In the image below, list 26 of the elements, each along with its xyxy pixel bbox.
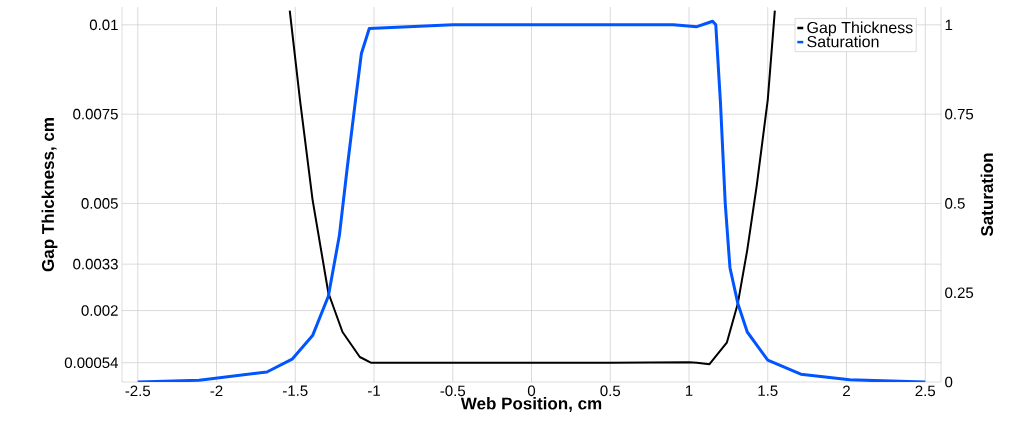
y-tick-label: 0.005 [81,198,118,209]
x-tick-label: 2.5 [915,385,936,397]
x-tick-label: 0 [527,385,536,397]
x-tick-label: -1.5 [282,385,308,396]
y2-tick-label: 0.75 [945,108,974,120]
x-tick-label: 1 [685,385,693,396]
y2-tick-label: 0 [945,376,953,388]
y-tick-label: 0.01 [89,19,118,31]
x-tick-label: 1.5 [758,385,778,396]
x-tick-label: 2 [843,385,850,397]
y2-tick-label: 0.25 [945,287,974,299]
x-tick-label: 0.5 [600,385,621,397]
y-tick-label: 0.002 [81,305,118,316]
y2-tick-label: 0.5 [945,198,965,209]
x-tick-label: -2.5 [125,385,151,397]
legend-label: Saturation [807,35,879,48]
y-tick-label: 0.00054 [64,357,119,369]
y-tick-label: 0.0033 [73,258,118,270]
x-axis-title: Web Position, cm [460,397,602,412]
x-tick-label: -2 [210,385,223,397]
y2-tick-label: 1 [945,19,953,31]
y-tick-label: 0.0075 [73,108,118,120]
y2-axis-title: Saturation [980,153,994,237]
x-tick-label: -0.5 [440,385,466,397]
x-tick-label: -1 [367,385,380,396]
y-axis-title: Gap Thickness, cm [41,118,58,272]
